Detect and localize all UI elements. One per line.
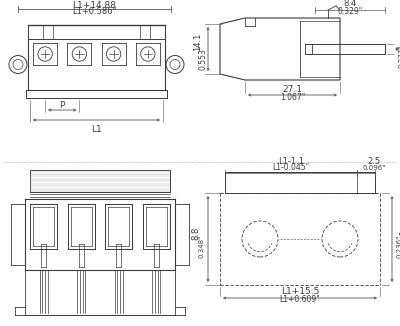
Text: 27.1: 27.1 xyxy=(282,85,302,95)
Text: 0.553": 0.553" xyxy=(198,44,208,70)
Text: L1-0.045": L1-0.045" xyxy=(272,164,310,172)
Text: 0.096": 0.096" xyxy=(362,165,386,171)
Text: L1+15.5: L1+15.5 xyxy=(281,288,319,297)
Text: 0.329": 0.329" xyxy=(337,7,363,16)
Text: 8.8: 8.8 xyxy=(192,226,200,240)
Text: 0.277": 0.277" xyxy=(399,44,400,67)
Text: 8.4: 8.4 xyxy=(343,0,357,8)
Text: 14.1: 14.1 xyxy=(194,33,202,51)
Text: 2.5: 2.5 xyxy=(368,157,380,167)
Text: L1-1.1: L1-1.1 xyxy=(278,157,304,167)
Text: 0.348": 0.348" xyxy=(198,234,204,258)
Text: 1.067": 1.067" xyxy=(280,94,305,102)
Text: L1+0.586": L1+0.586" xyxy=(72,7,117,16)
Text: L1+0.609": L1+0.609" xyxy=(280,295,320,304)
Text: L1+14.88: L1+14.88 xyxy=(72,1,116,9)
Text: L1: L1 xyxy=(91,126,102,135)
Text: 0.236": 0.236" xyxy=(396,234,400,258)
Text: P: P xyxy=(60,101,65,111)
